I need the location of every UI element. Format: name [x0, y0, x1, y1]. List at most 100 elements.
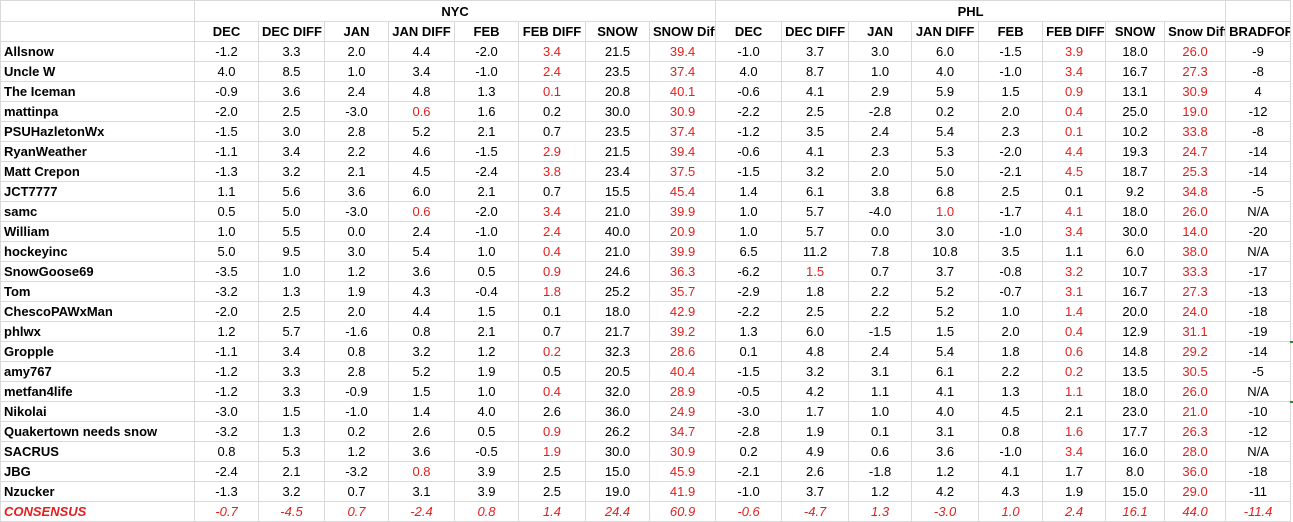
value-cell[interactable]: 2.5: [781, 301, 850, 322]
value-cell[interactable]: 0.6: [388, 201, 455, 222]
value-cell[interactable]: 0.9: [518, 261, 586, 282]
column-header[interactable]: SNOW: [1105, 21, 1166, 42]
value-cell[interactable]: 0.7: [518, 121, 586, 142]
value-cell[interactable]: -1.0: [978, 221, 1044, 242]
value-cell[interactable]: -2.0: [978, 141, 1044, 162]
value-cell[interactable]: 5.4: [911, 341, 980, 362]
forecaster-name-cell[interactable]: Tom: [0, 281, 195, 302]
value-cell[interactable]: 0.8: [978, 421, 1044, 442]
value-cell[interactable]: 1.3: [454, 81, 519, 102]
value-cell[interactable]: -18: [1225, 461, 1292, 482]
column-header[interactable]: DEC: [715, 21, 783, 42]
value-cell[interactable]: 6.1: [781, 181, 850, 202]
value-cell[interactable]: 20.0: [1105, 301, 1166, 322]
value-cell[interactable]: -1.0: [715, 481, 783, 502]
value-cell[interactable]: 0.8: [388, 321, 455, 342]
forecaster-name-cell[interactable]: hockeyinc: [0, 241, 195, 262]
value-cell[interactable]: 33.3: [1164, 261, 1227, 282]
forecaster-name-cell[interactable]: JCT7777: [0, 181, 195, 202]
value-cell[interactable]: 1.8: [518, 281, 586, 302]
value-cell[interactable]: 0.5: [518, 361, 586, 382]
value-cell[interactable]: 21.0: [1164, 401, 1227, 422]
value-cell[interactable]: 27.3: [1164, 281, 1227, 302]
value-cell[interactable]: 26.2: [585, 421, 650, 442]
value-cell[interactable]: 7.8: [848, 241, 913, 262]
value-cell[interactable]: -1.0: [715, 41, 783, 62]
value-cell[interactable]: 5.3: [911, 141, 980, 162]
value-cell[interactable]: -14: [1225, 141, 1292, 162]
value-cell[interactable]: 19.3: [1105, 141, 1166, 162]
value-cell[interactable]: 3.7: [781, 481, 850, 502]
value-cell[interactable]: -1.0: [454, 221, 519, 242]
value-cell[interactable]: 4.0: [911, 61, 980, 82]
value-cell[interactable]: 30.5: [1164, 361, 1227, 382]
value-cell[interactable]: 18.0: [1105, 41, 1166, 62]
value-cell[interactable]: 3.2: [781, 361, 850, 382]
value-cell[interactable]: 3.8: [518, 161, 586, 182]
value-cell[interactable]: 0.4: [518, 241, 586, 262]
value-cell[interactable]: -4.0: [848, 201, 913, 222]
value-cell[interactable]: 32.0: [585, 381, 650, 402]
value-cell[interactable]: 1.8: [781, 281, 850, 302]
value-cell[interactable]: -1.2: [194, 361, 259, 382]
value-cell[interactable]: 5.0: [258, 201, 325, 222]
column-header[interactable]: JAN DIFF: [388, 21, 455, 42]
value-cell[interactable]: 4.2: [911, 481, 980, 502]
forecaster-name-cell[interactable]: amy767: [0, 361, 195, 382]
value-cell[interactable]: 4.1: [978, 461, 1044, 482]
value-cell[interactable]: 1.4: [388, 401, 455, 422]
value-cell[interactable]: 3.5: [978, 241, 1044, 262]
value-cell[interactable]: -3.2: [194, 421, 259, 442]
value-cell[interactable]: 21.5: [585, 141, 650, 162]
value-cell[interactable]: 1.0: [978, 301, 1044, 322]
value-cell[interactable]: 3.0: [258, 121, 325, 142]
value-cell[interactable]: 30.9: [1164, 81, 1227, 102]
value-cell[interactable]: -2.4: [194, 461, 259, 482]
consensus-value-cell[interactable]: 24.4: [585, 501, 650, 522]
value-cell[interactable]: -1.5: [715, 361, 783, 382]
value-cell[interactable]: 15.5: [585, 181, 650, 202]
value-cell[interactable]: 1.9: [1042, 481, 1107, 502]
value-cell[interactable]: 13.1: [1105, 81, 1166, 102]
value-cell[interactable]: 3.4: [1042, 61, 1107, 82]
value-cell[interactable]: 24.6: [585, 261, 650, 282]
column-header[interactable]: FEB DIFF: [1042, 21, 1107, 42]
value-cell[interactable]: -2.2: [715, 101, 783, 122]
forecaster-name-cell[interactable]: The Iceman: [0, 81, 195, 102]
value-cell[interactable]: 4.5: [978, 401, 1044, 422]
value-cell[interactable]: 0.1: [1042, 181, 1107, 202]
consensus-value-cell[interactable]: 1.4: [518, 501, 586, 522]
value-cell[interactable]: 2.5: [978, 181, 1044, 202]
value-cell[interactable]: -8: [1225, 121, 1292, 142]
value-cell[interactable]: 1.5: [781, 261, 850, 282]
value-cell[interactable]: 3.2: [258, 481, 325, 502]
value-cell[interactable]: 3.5: [781, 121, 850, 142]
value-cell[interactable]: 0.2: [518, 341, 586, 362]
value-cell[interactable]: 39.4: [648, 41, 717, 62]
value-cell[interactable]: 23.0: [1105, 401, 1166, 422]
value-cell[interactable]: 0.4: [1042, 321, 1107, 342]
value-cell[interactable]: 2.5: [781, 101, 850, 122]
value-cell[interactable]: 6.8: [911, 181, 980, 202]
forecaster-name-cell[interactable]: Uncle W: [0, 61, 195, 82]
value-cell[interactable]: 0.9: [1042, 81, 1107, 102]
forecaster-name-cell[interactable]: Nikolai: [0, 401, 195, 422]
value-cell[interactable]: 3.0: [324, 241, 389, 262]
value-cell[interactable]: -3.2: [194, 281, 259, 302]
group-nyc[interactable]: NYC: [193, 0, 717, 22]
value-cell[interactable]: 1.0: [258, 261, 325, 282]
value-cell[interactable]: 1.0: [715, 201, 783, 222]
value-cell[interactable]: -10: [1225, 401, 1292, 422]
value-cell[interactable]: 1.3: [258, 281, 325, 302]
value-cell[interactable]: -0.8: [978, 261, 1044, 282]
value-cell[interactable]: N/A: [1225, 441, 1292, 462]
value-cell[interactable]: 1.0: [194, 221, 259, 242]
value-cell[interactable]: -1.5: [194, 121, 259, 142]
value-cell[interactable]: 0.5: [194, 201, 259, 222]
consensus-label-cell[interactable]: CONSENSUS: [0, 501, 195, 522]
value-cell[interactable]: 2.1: [324, 161, 389, 182]
column-header[interactable]: JAN: [848, 21, 913, 42]
value-cell[interactable]: 2.5: [518, 481, 586, 502]
value-cell[interactable]: 0.2: [324, 421, 389, 442]
value-cell[interactable]: -6.2: [715, 261, 783, 282]
